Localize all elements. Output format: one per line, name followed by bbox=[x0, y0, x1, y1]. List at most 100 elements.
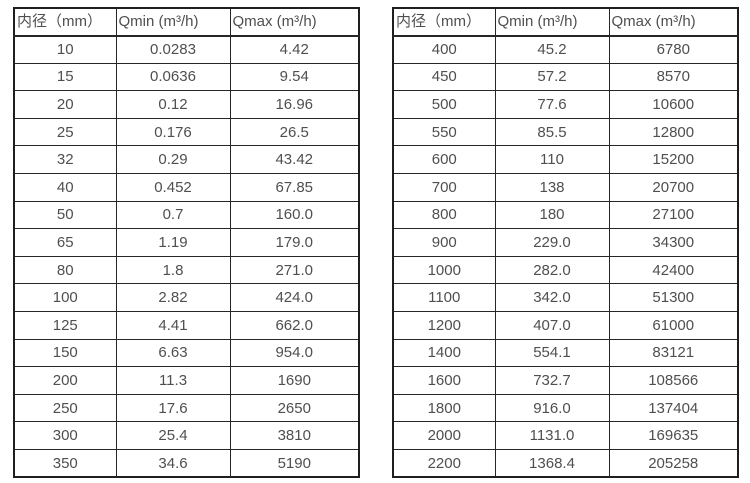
cell: 4.41 bbox=[115, 311, 231, 340]
cell: 0.29 bbox=[115, 145, 231, 175]
cell: 16.96 bbox=[229, 90, 360, 119]
cell: 3810 bbox=[229, 421, 360, 450]
table-row: 150 6.63 954.0 bbox=[13, 338, 360, 368]
cell: 26.5 bbox=[229, 117, 360, 147]
table-row: 550 85.5 12800 bbox=[392, 117, 739, 147]
table-row: 1100 342.0 51300 bbox=[392, 283, 739, 313]
table-row: 10 0.0283 4.42 bbox=[13, 35, 360, 64]
table-row: 700 138 20700 bbox=[392, 173, 739, 202]
cell: 6780 bbox=[608, 35, 739, 64]
table-row: 65 1.19 179.0 bbox=[13, 228, 360, 257]
table-row: 1800 916.0 137404 bbox=[392, 393, 739, 423]
cell: 5190 bbox=[229, 449, 360, 478]
cell: 32 bbox=[13, 145, 117, 175]
table-row: 32 0.29 43.42 bbox=[13, 145, 360, 175]
cell: 300 bbox=[13, 421, 117, 450]
cell: 20700 bbox=[608, 173, 739, 202]
cell: 17.6 bbox=[115, 393, 231, 423]
cell: 732.7 bbox=[494, 366, 610, 395]
table-row: 15 0.0636 9.54 bbox=[13, 62, 360, 92]
table-row: 25 0.176 26.5 bbox=[13, 117, 360, 147]
cell: 1400 bbox=[392, 338, 496, 368]
table-row: 1400 554.1 83121 bbox=[392, 338, 739, 368]
cell: 407.0 bbox=[494, 311, 610, 340]
cell: 25.4 bbox=[115, 421, 231, 450]
cell: 42400 bbox=[608, 255, 739, 285]
cell: 600 bbox=[392, 145, 496, 175]
cell: 282.0 bbox=[494, 255, 610, 285]
table-row: 80 1.8 271.0 bbox=[13, 255, 360, 285]
cell: 85.5 bbox=[494, 117, 610, 147]
column-header: 内径（mm） bbox=[13, 7, 117, 37]
table-row: 250 17.6 2650 bbox=[13, 393, 360, 423]
cell: 10 bbox=[13, 35, 117, 64]
cell: 0.12 bbox=[115, 90, 231, 119]
cell: 77.6 bbox=[494, 90, 610, 119]
cell: 50 bbox=[13, 200, 117, 230]
table-row: 600 110 15200 bbox=[392, 145, 739, 175]
cell: 900 bbox=[392, 228, 496, 257]
cell: 271.0 bbox=[229, 255, 360, 285]
table-row: 2000 1131.0 169635 bbox=[392, 421, 739, 450]
cell: 57.2 bbox=[494, 62, 610, 92]
cell: 15 bbox=[13, 62, 117, 92]
column-header: Qmax (m³/h) bbox=[608, 7, 739, 37]
table-row: 200 11.3 1690 bbox=[13, 366, 360, 395]
column-header: 内径（mm） bbox=[392, 7, 496, 37]
cell: 40 bbox=[13, 173, 117, 202]
table-row: 800 180 27100 bbox=[392, 200, 739, 230]
cell: 9.54 bbox=[229, 62, 360, 92]
header-row: 内径（mm） Qmin (m³/h) Qmax (m³/h) bbox=[13, 7, 360, 37]
cell: 43.42 bbox=[229, 145, 360, 175]
cell: 0.7 bbox=[115, 200, 231, 230]
cell: 138 bbox=[494, 173, 610, 202]
cell: 1000 bbox=[392, 255, 496, 285]
cell: 34300 bbox=[608, 228, 739, 257]
cell: 4.42 bbox=[229, 35, 360, 64]
cell: 229.0 bbox=[494, 228, 610, 257]
cell: 450 bbox=[392, 62, 496, 92]
cell: 550 bbox=[392, 117, 496, 147]
cell: 0.452 bbox=[115, 173, 231, 202]
cell: 1690 bbox=[229, 366, 360, 395]
cell: 12800 bbox=[608, 117, 739, 147]
cell: 83121 bbox=[608, 338, 739, 368]
cell: 1800 bbox=[392, 393, 496, 423]
table-body: 10 0.0283 4.42 15 0.0636 9.54 20 0.12 16.96 25 0.1… bbox=[13, 35, 360, 478]
table-row: 1600 732.7 108566 bbox=[392, 366, 739, 395]
cell: 179.0 bbox=[229, 228, 360, 257]
cell: 10600 bbox=[608, 90, 739, 119]
table-row: 40 0.452 67.85 bbox=[13, 173, 360, 202]
table-row: 1200 407.0 61000 bbox=[392, 311, 739, 340]
cell: 51300 bbox=[608, 283, 739, 313]
cell: 110 bbox=[494, 145, 610, 175]
flow-rate-table-small-diameters: 内径（mm） Qmin (m³/h) Qmax (m³/h) 10 0.0283 4.4… bbox=[13, 7, 360, 479]
cell: 400 bbox=[392, 35, 496, 64]
cell: 0.0283 bbox=[115, 35, 231, 64]
cell: 20 bbox=[13, 90, 117, 119]
cell: 150 bbox=[13, 338, 117, 368]
table-row: 125 4.41 662.0 bbox=[13, 311, 360, 340]
table-body: 400 45.2 6780 450 57.2 8570 500 77.6 10600 550 85.… bbox=[392, 35, 739, 478]
cell: 169635 bbox=[608, 421, 739, 450]
column-header: Qmin (m³/h) bbox=[494, 7, 610, 37]
cell: 125 bbox=[13, 311, 117, 340]
cell: 1200 bbox=[392, 311, 496, 340]
cell: 45.2 bbox=[494, 35, 610, 64]
cell: 6.63 bbox=[115, 338, 231, 368]
cell: 2000 bbox=[392, 421, 496, 450]
cell: 61000 bbox=[608, 311, 739, 340]
header-row: 内径（mm） Qmin (m³/h) Qmax (m³/h) bbox=[392, 7, 739, 37]
cell: 1.19 bbox=[115, 228, 231, 257]
cell: 137404 bbox=[608, 393, 739, 423]
table-row: 400 45.2 6780 bbox=[392, 35, 739, 64]
cell: 1.8 bbox=[115, 255, 231, 285]
cell: 108566 bbox=[608, 366, 739, 395]
cell: 205258 bbox=[608, 449, 739, 478]
table-row: 1000 282.0 42400 bbox=[392, 255, 739, 285]
cell: 34.6 bbox=[115, 449, 231, 478]
cell: 1600 bbox=[392, 366, 496, 395]
cell: 11.3 bbox=[115, 366, 231, 395]
cell: 800 bbox=[392, 200, 496, 230]
